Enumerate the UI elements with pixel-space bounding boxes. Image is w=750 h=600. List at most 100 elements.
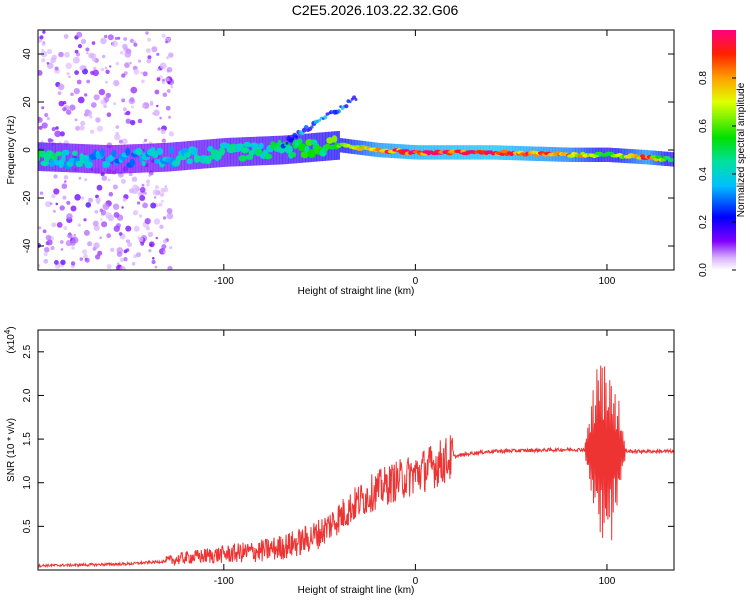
spectrogram-noise-point (101, 221, 108, 228)
spectrogram-noise-point (73, 56, 80, 64)
spectrogram-noise-point (85, 47, 90, 52)
spectrogram-noise-point (104, 66, 108, 70)
spectrogram-halo-cell (112, 145, 116, 174)
spectrogram-noise-point (118, 232, 123, 236)
spectrogram-noise-point (123, 249, 128, 254)
spectrogram-noise-point (109, 65, 112, 68)
spectrogram-noise-point (101, 54, 106, 59)
spectrogram-noise-point (70, 92, 74, 97)
spectrogram-noise-point (95, 117, 101, 123)
spectrogram-noise-point (42, 229, 47, 234)
spectrogram-halo-cell (95, 144, 99, 174)
spectrogram-noise-point (163, 250, 167, 254)
spectrogram-ridge-cell (218, 146, 226, 156)
spectrogram-branch-point (354, 98, 358, 101)
spectrogram-noise-point (100, 37, 107, 45)
spectrogram-noise-point (87, 241, 93, 247)
spectrogram-noise-point (66, 213, 73, 220)
spectrogram-noise-point (122, 197, 127, 202)
spectrogram-noise-point (76, 79, 82, 85)
spectrogram-noise-point (74, 49, 79, 54)
snr-x-tick-label: 0 (413, 576, 419, 587)
spectrogram-noise-point (39, 35, 44, 40)
spectrogram-noise-point (114, 36, 118, 41)
spectrogram-noise-point (55, 126, 59, 130)
spectrogram-noise-point (105, 212, 112, 219)
spectrogram-noise-point (140, 71, 143, 75)
spectrogram-noise-point (70, 205, 77, 212)
spectrogram-x-tick-label: -100 (214, 276, 234, 287)
spectrogram-noise-point (104, 34, 108, 39)
spectrogram-noise-point (145, 48, 151, 53)
spectrogram-noise-point (128, 188, 134, 194)
spectrogram-noise-point (93, 94, 100, 101)
spectrogram-noise-point (77, 223, 82, 227)
spectrogram-branch-point (300, 131, 305, 136)
spectrogram-noise-point (77, 44, 83, 49)
spectrogram-noise-point (93, 242, 100, 249)
spectrogram-noise-point (138, 214, 143, 218)
spectrogram-ridge-cell (238, 155, 247, 162)
spectrogram-noise-point (131, 176, 138, 182)
spectrogram-ridge-cell (125, 147, 131, 156)
spectrogram-noise-point (165, 105, 171, 111)
spectrogram-noise-point (168, 115, 172, 119)
spectrogram-noise-point (100, 67, 105, 72)
spectrogram-noise-point (42, 30, 46, 34)
spectrogram-noise-point (38, 226, 42, 230)
colorbar-ticks: 0.0 0.2 0.4 0.6 0.8 (698, 71, 736, 277)
spectrogram-noise-point (38, 125, 43, 130)
spectrogram-noise-point (124, 62, 130, 68)
spectrogram-halo-cell (239, 137, 243, 167)
spectrogram-noise-point (41, 48, 44, 52)
spectrogram-noise-point (166, 89, 171, 93)
spectrogram-noise-point (94, 210, 98, 214)
spectrogram-noise-point (147, 37, 152, 42)
spectrogram-ridge-cell (141, 160, 146, 167)
spectrogram-noise-point (51, 127, 56, 132)
spectrogram-ridge-cell (263, 153, 273, 160)
spectrogram-branch-point (348, 100, 352, 104)
spectrogram-noise-point (156, 77, 161, 82)
snr-frame (37, 329, 675, 571)
spectrogram-noise-point (129, 61, 132, 65)
spectrogram-noise-point (121, 73, 126, 78)
spectrogram-noise-point (115, 82, 119, 86)
spectrogram-noise-point (79, 257, 84, 261)
spectrogram-halo-cell (311, 133, 315, 162)
spectrogram-ridge-cell (245, 154, 254, 160)
spectrogram-branch-point (295, 135, 298, 139)
spectrogram-noise-point (129, 97, 135, 102)
spectrogram-noise-point (158, 202, 163, 207)
spectrogram-halo-cell (308, 133, 312, 163)
spectrogram-ridge-cell (258, 142, 264, 149)
spectrogram-noise-point (166, 56, 170, 60)
spectrogram-noise-point (50, 139, 54, 142)
spectrogram-noise-point (49, 202, 53, 206)
spectrogram-noise-point (63, 226, 68, 231)
spectrogram-noise-point (122, 43, 128, 50)
spectrogram-noise-point (95, 197, 101, 203)
spectrogram-halo-cell (98, 144, 102, 174)
spectrogram-noise-point (157, 127, 161, 131)
spectrogram-noise-point (74, 70, 79, 75)
snr-y-axis-title: SNR (10 * v/v) (6, 418, 17, 482)
snr-y-tick-label: 0.5 (22, 519, 33, 533)
spectrogram-halo-cell (224, 138, 228, 167)
spectrogram-noise-point (105, 69, 110, 75)
spectrogram-noise-point (82, 249, 87, 255)
spectrogram-branch-point (323, 115, 328, 120)
spectrogram-noise-point (115, 125, 120, 129)
spectrogram-noise-point (41, 122, 48, 129)
spectrogram-noise-point (39, 191, 44, 195)
spectrogram-noise-point (116, 262, 120, 266)
spectrogram-ticks: -100 0 100 -40 -20 0 20 40 (22, 30, 674, 287)
spectrogram-ridge-cell (111, 150, 117, 157)
spectrogram-noise-point (136, 252, 141, 258)
spectrogram-panel: -100 0 100 -40 -20 0 20 40 Height of straight l… (6, 29, 675, 297)
spectrogram-noise-point (44, 246, 50, 253)
spectrogram-halo-cell (155, 143, 159, 172)
spectrogram-ridge-cell (156, 147, 164, 155)
spectrogram-noise-point (95, 254, 101, 260)
spectrogram-noise-point (154, 89, 160, 95)
